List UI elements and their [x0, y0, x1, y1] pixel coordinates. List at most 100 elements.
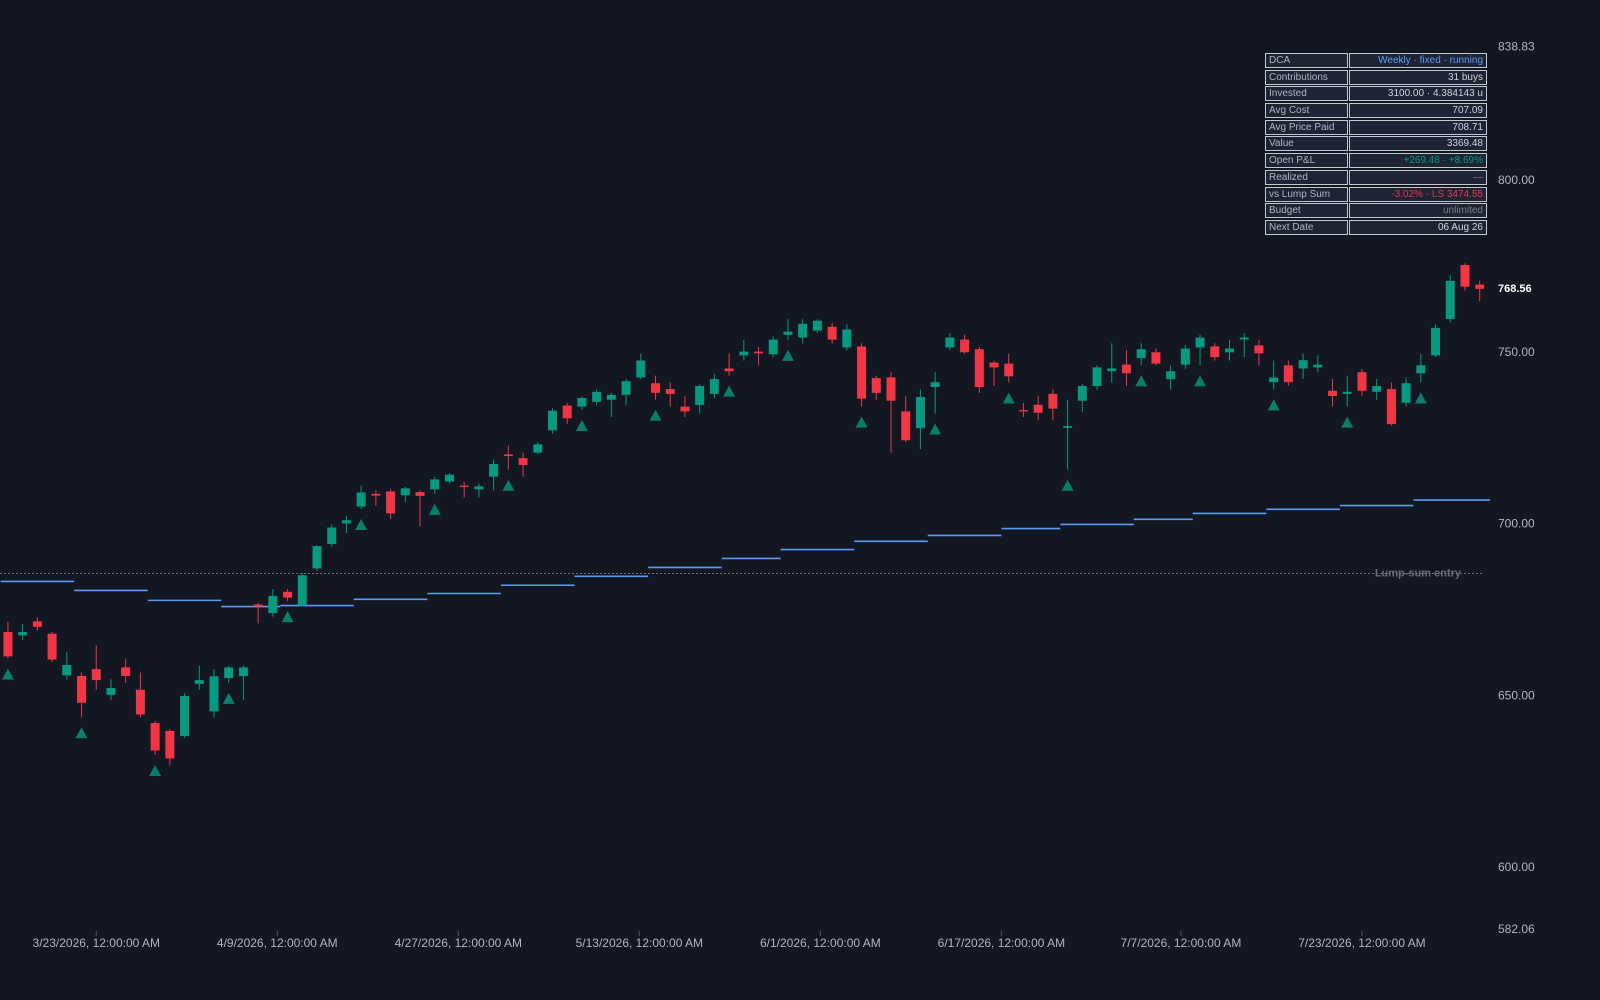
buy-marker [222, 692, 235, 704]
candle-body [489, 463, 499, 477]
candle-body [665, 389, 675, 394]
candle-body [224, 667, 234, 679]
candle-body [474, 486, 484, 490]
table-row: Avg Cost 707.09 [1265, 103, 1487, 119]
candle-body [709, 379, 719, 394]
candle-body [106, 688, 116, 695]
y-tick-label: 600.00 [1498, 860, 1535, 874]
y-tick-label: 800.00 [1498, 173, 1535, 187]
buy-marker [1194, 375, 1207, 387]
candle-body [268, 595, 278, 614]
candle-body [1180, 348, 1190, 365]
candle-body [62, 664, 72, 676]
x-tick-label: 5/13/2026, 12:00:00 AM [576, 936, 703, 950]
candle-body [1445, 280, 1455, 319]
candle-body [194, 680, 204, 684]
last-price-label: 768.56 [1498, 283, 1532, 295]
candle-body [135, 689, 145, 715]
candle-body [724, 368, 734, 372]
candle-body [945, 337, 955, 348]
buy-marker [1135, 375, 1148, 387]
y-tick-label: 700.00 [1498, 517, 1535, 531]
buy-marker [149, 765, 162, 777]
candle-body [415, 492, 425, 496]
candle-body [283, 591, 293, 598]
table-label: Value [1265, 136, 1348, 152]
lump-sum-label: Lump-sum entry [1375, 567, 1462, 579]
candle-body [1018, 410, 1028, 412]
x-tick-label: 6/17/2026, 12:00:00 AM [938, 936, 1065, 950]
buy-marker [781, 349, 794, 361]
table-row: Invested 3100.00 · 4.384143 u [1265, 86, 1487, 102]
x-tick-label: 7/7/2026, 12:00:00 AM [1121, 936, 1242, 950]
candle-body [1048, 393, 1058, 409]
candle-body [651, 383, 661, 393]
buy-marker [649, 409, 662, 421]
buy-marker [1002, 392, 1015, 404]
candle-body [1210, 346, 1220, 358]
candle-body [1475, 284, 1485, 289]
candle-body [606, 394, 616, 400]
candle-body [930, 382, 940, 387]
candle-body [518, 458, 528, 465]
table-row: Avg Price Paid 708.71 [1265, 119, 1487, 135]
candle-body [915, 396, 925, 429]
x-tick-label: 3/23/2026, 12:00:00 AM [33, 936, 160, 950]
x-tick-label: 4/27/2026, 12:00:00 AM [395, 936, 522, 950]
table-label: vs Lump Sum [1265, 186, 1348, 202]
x-tick-label: 4/9/2026, 12:00:00 AM [217, 936, 338, 950]
table-value: 3100.00 · 4.384143 u [1349, 86, 1487, 102]
candle-body [47, 633, 57, 660]
candle-body [768, 339, 778, 355]
candle-body [680, 406, 690, 412]
buy-marker [355, 518, 368, 530]
table-label: Contributions [1265, 69, 1348, 85]
candle-body [1166, 371, 1176, 380]
candle-body [783, 331, 793, 335]
table-label: Realized [1265, 169, 1348, 185]
x-tick-label: 6/1/2026, 12:00:00 AM [760, 936, 881, 950]
table-value: +269.48 · +8.69% [1349, 153, 1487, 169]
table-row: DCA Weekly · fixed · running [1265, 53, 1487, 68]
candle-body [974, 349, 984, 387]
table-label: DCA [1265, 53, 1348, 68]
candle-body [827, 326, 837, 340]
candle-body [739, 351, 749, 356]
y-tick-label: 650.00 [1498, 688, 1535, 702]
table-row: Budget unlimited [1265, 203, 1487, 219]
candle-body [1298, 360, 1308, 369]
table-value: 708.71 [1349, 119, 1487, 135]
candle-body [798, 323, 808, 338]
table-label: Avg Cost [1265, 103, 1348, 119]
candle-body [1313, 364, 1323, 368]
candle-body [503, 454, 513, 457]
candle-body [754, 351, 764, 354]
candle-body [356, 492, 366, 507]
candle-body [459, 485, 469, 487]
candle-body [77, 675, 87, 703]
candle-body [1151, 352, 1161, 364]
candle-body [857, 346, 867, 399]
candle-body [871, 378, 881, 393]
candle-body [386, 491, 396, 514]
candle-body [1328, 390, 1338, 396]
table-label: Next Date [1265, 219, 1348, 235]
candle-body [1431, 327, 1441, 356]
y-tick-label: 838.83 [1498, 40, 1535, 54]
candle-body [886, 377, 896, 401]
candle-body [341, 520, 351, 524]
candle-body [812, 320, 822, 331]
candle-body [1225, 348, 1235, 353]
candle-body [989, 362, 999, 368]
candle-body [1092, 367, 1102, 386]
buy-marker [281, 611, 294, 623]
candle-body [1283, 365, 1293, 383]
table-row: Contributions 31 buys [1265, 69, 1487, 85]
y-tick-label: 582.06 [1498, 922, 1535, 936]
candle-body [1416, 365, 1426, 374]
candle-body [400, 488, 410, 496]
table-label: Avg Price Paid [1265, 119, 1348, 135]
candle-body [577, 397, 587, 407]
candle-body [1401, 383, 1411, 403]
